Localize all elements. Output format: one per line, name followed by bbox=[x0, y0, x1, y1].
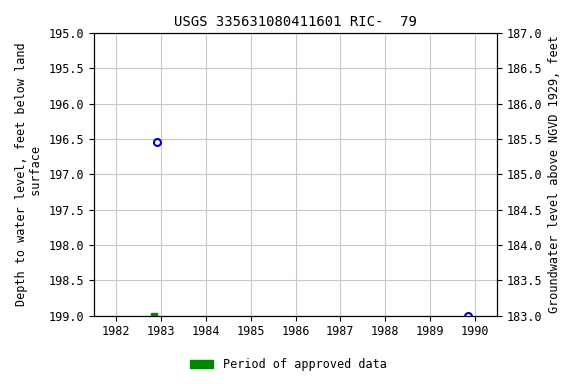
Y-axis label: Groundwater level above NGVD 1929, feet: Groundwater level above NGVD 1929, feet bbox=[548, 35, 561, 313]
Legend: Period of approved data: Period of approved data bbox=[185, 354, 391, 376]
Y-axis label: Depth to water level, feet below land
 surface: Depth to water level, feet below land su… bbox=[15, 43, 43, 306]
Title: USGS 335631080411601 RIC-  79: USGS 335631080411601 RIC- 79 bbox=[174, 15, 417, 29]
